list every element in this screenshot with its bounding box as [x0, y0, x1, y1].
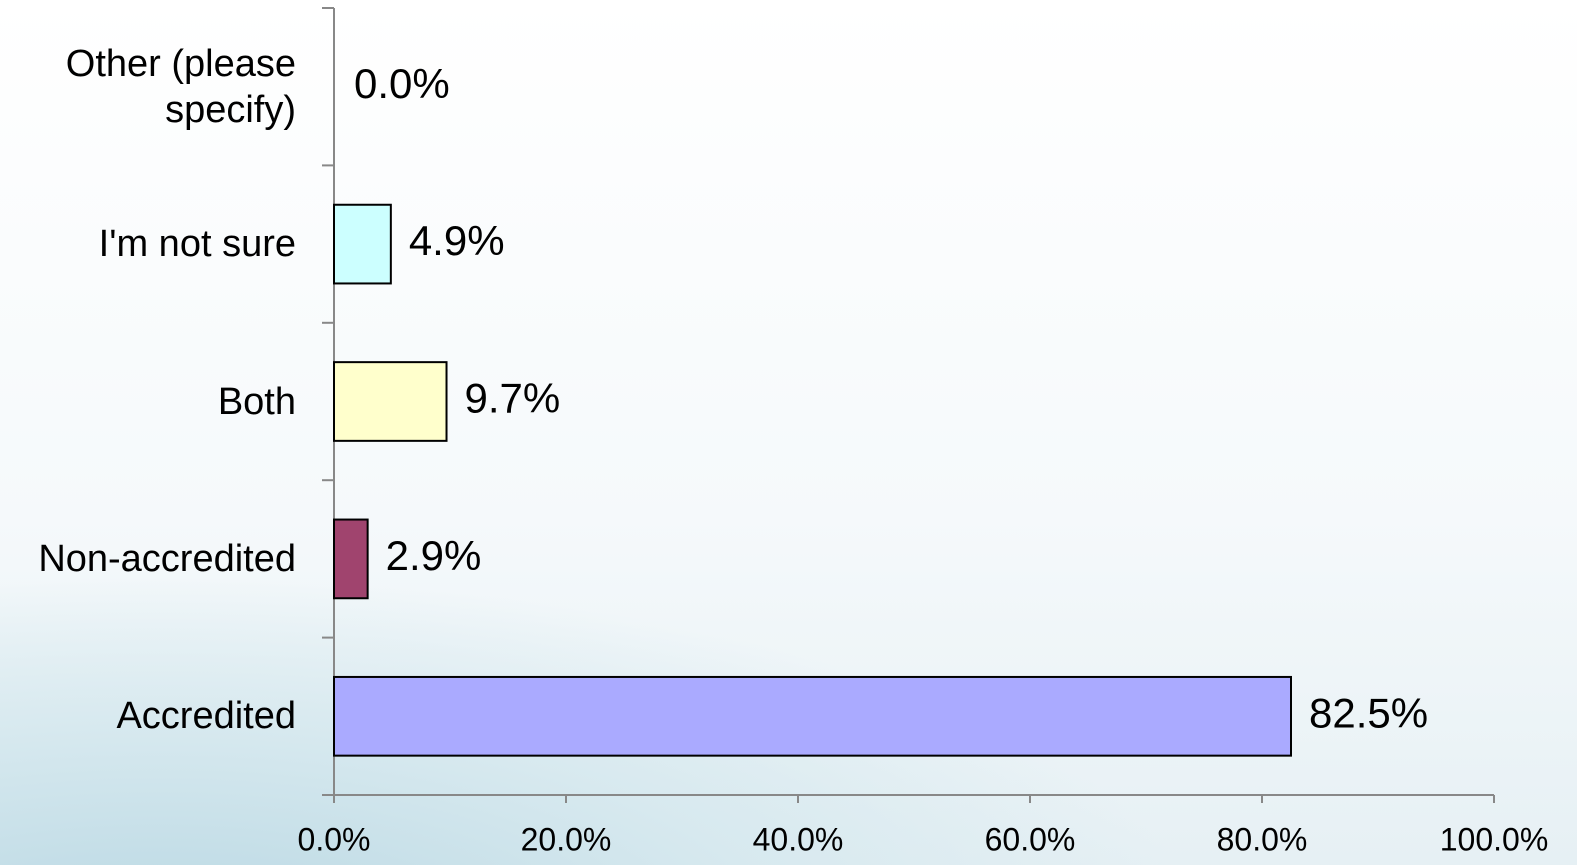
category-label: Both: [217, 380, 296, 423]
x-tick-label: 20.0%: [521, 821, 612, 857]
category-label: Other (please specify): [65, 42, 296, 131]
bar: [333, 518, 369, 600]
x-tick-label: 0.0%: [298, 821, 371, 857]
value-label: 9.7%: [465, 375, 561, 422]
bar: [333, 675, 1292, 757]
x-tick-label: 60.0%: [985, 821, 1076, 857]
bar: [333, 361, 448, 442]
value-label: 82.5%: [1309, 689, 1428, 736]
category-label: Accredited: [116, 695, 296, 738]
category-label: I'm not sure: [98, 223, 296, 266]
value-label: 0.0%: [354, 60, 450, 107]
x-tick-label: 40.0%: [753, 821, 844, 857]
value-label: 4.9%: [409, 217, 505, 264]
x-tick-label: 100.0%: [1440, 821, 1549, 857]
category-label: Non-accredited: [38, 537, 296, 580]
x-tick-label: 80.0%: [1217, 821, 1308, 857]
value-label: 2.9%: [386, 532, 482, 579]
bar: [333, 203, 392, 285]
